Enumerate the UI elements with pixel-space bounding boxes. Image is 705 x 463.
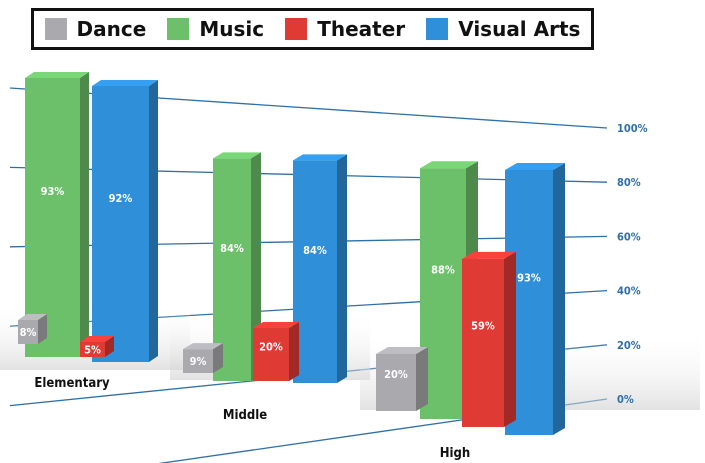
bar-front [293, 160, 337, 383]
category-label: High [440, 446, 471, 461]
bar-value-label: 84% [220, 242, 244, 255]
bar-visual-arts [92, 80, 158, 362]
bar-front [183, 349, 213, 373]
bar-side [213, 343, 223, 373]
bars [0, 72, 700, 435]
bar-dance [183, 343, 223, 373]
y-tick-label: 80% [617, 176, 641, 189]
bar-side [149, 80, 158, 362]
bar-theater [253, 322, 299, 381]
bar-value-label: 5% [84, 344, 101, 357]
y-tick-label: 40% [617, 285, 641, 298]
legend-swatch-theater [285, 18, 308, 40]
bar-front [25, 78, 80, 357]
bar-top [80, 336, 114, 342]
bar-top [92, 80, 158, 86]
bar-top [253, 322, 299, 328]
bar-top [376, 347, 428, 354]
bar-side [80, 72, 89, 357]
y-tick-label: 0% [617, 393, 634, 406]
legend-swatch-visual-arts [426, 18, 449, 40]
chart-legend: Dance Music Theater Visual Arts [31, 8, 594, 50]
bar-value-label: 93% [41, 185, 65, 198]
bar-value-label: 20% [384, 368, 408, 381]
bar-top [183, 343, 223, 350]
category-label: Elementary [34, 376, 110, 391]
bar-value-label: 59% [471, 319, 495, 332]
legend-swatch-music [167, 18, 190, 40]
legend-swatch-dance [44, 18, 67, 40]
bar-top [18, 314, 47, 320]
bar-top [293, 154, 347, 161]
bar-side [289, 322, 299, 381]
bar-front [80, 342, 105, 357]
bar-value-label: 8% [20, 326, 37, 339]
legend-label-dance: Dance [76, 17, 147, 41]
legend-item-theater: Theater [285, 17, 405, 41]
labels: 0% 20% 40% 60% 80% 100% 93% 92% 8% 5% Elementary 84… [20, 122, 648, 461]
bar-top [420, 161, 478, 169]
bar-front [376, 354, 416, 411]
category-label: Middle [223, 408, 267, 423]
bar-visual-arts [505, 162, 565, 435]
bar-theater [462, 251, 516, 427]
bar-side [105, 336, 114, 357]
y-tick-label: 60% [617, 230, 641, 243]
bar-top [505, 162, 565, 170]
bar-top [213, 152, 261, 159]
legend-item-visual-arts: Visual Arts [426, 17, 580, 41]
bar-music [25, 72, 89, 357]
bar-dance [376, 347, 428, 411]
bar-dance [18, 314, 47, 344]
bar-top [25, 72, 89, 78]
y-tick-label: 100% [617, 122, 648, 135]
bar-value-label: 84% [303, 244, 327, 257]
bar-side [38, 314, 47, 344]
legend-item-music: Music [167, 17, 264, 41]
bar-value-label: 93% [517, 271, 541, 284]
bar-theater [80, 336, 114, 357]
legend-item-dance: Dance [44, 17, 147, 41]
bar-front [92, 86, 149, 362]
bar-side [504, 251, 516, 427]
bar-side [337, 154, 347, 383]
bar-front [462, 258, 504, 427]
bar-value-label: 92% [109, 192, 133, 205]
bar-side [553, 162, 565, 435]
bar-value-label: 9% [190, 355, 207, 368]
bar-top [462, 251, 516, 259]
bar-front [253, 328, 289, 381]
bar-front [18, 320, 38, 344]
legend-label-visual-arts: Visual Arts [458, 17, 581, 41]
legend-label-theater: Theater [317, 17, 406, 41]
legend-label-music: Music [199, 17, 265, 41]
bar-side [416, 347, 428, 411]
y-tick-label: 20% [617, 339, 641, 352]
bar-value-label: 88% [431, 264, 455, 277]
bar-side [251, 152, 261, 381]
bar-visual-arts [293, 154, 347, 383]
bar-value-label: 20% [259, 340, 283, 353]
